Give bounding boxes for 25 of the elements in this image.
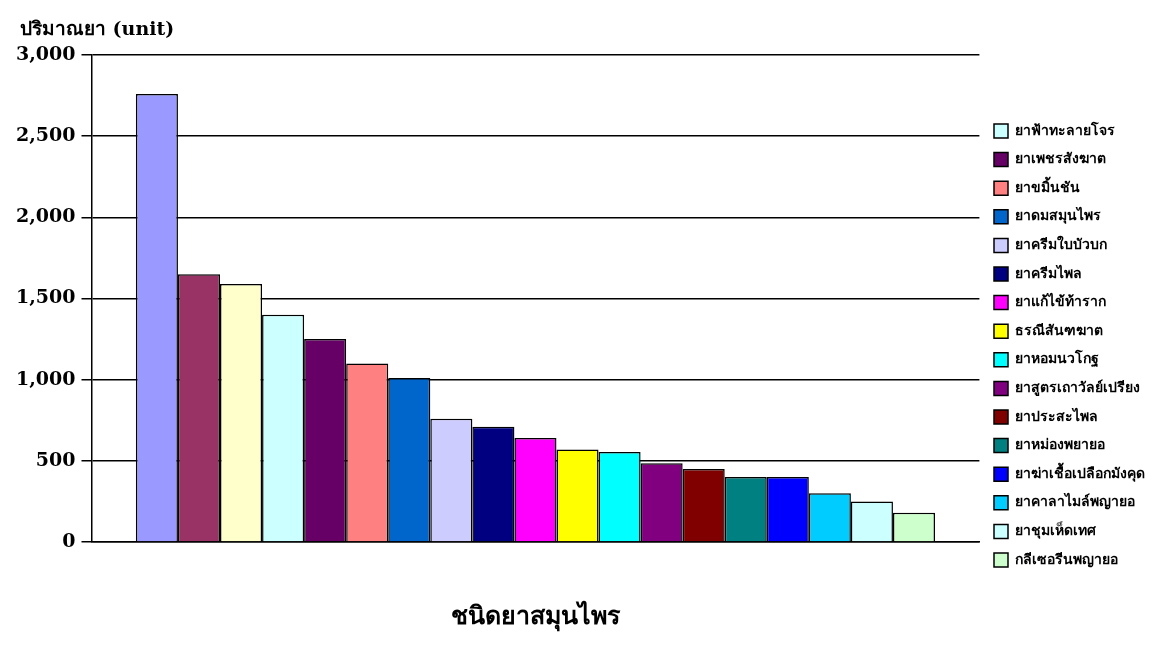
legend-label: ยาชุมเห็ดเทศ — [1015, 521, 1097, 540]
legend-label: ยาสูตรเถาวัลย์เปรียง — [1015, 379, 1140, 397]
legend-label: ธรณีสันฑฆาต — [1015, 321, 1103, 338]
y-tick-label: 500 — [35, 447, 76, 470]
legend-label: ยาคาลาไมล์พญายอ — [1015, 492, 1135, 511]
legend-label: ยาหอมนวโกฐ — [1015, 349, 1099, 369]
legend-label: ยาแก้ไข้ท้าราก — [1015, 292, 1106, 310]
legend-label: ยาครีมไพล — [1015, 263, 1082, 281]
legend-label: ยาฟ้าทะลายโจร — [1015, 120, 1115, 138]
y-tick-label: 2,500 — [16, 123, 76, 146]
legend-label: กลีเซอรีนพญายอ — [1015, 550, 1118, 568]
y-tick-label: 2,000 — [16, 204, 76, 227]
legend-label: ยาหม่องพยายอ — [1015, 436, 1105, 453]
y-tick-label: 1,500 — [16, 285, 76, 308]
legend-label: ยาดมสมุนไพร — [1015, 206, 1101, 225]
legend-label: ยาเพชรสังฆาต — [1015, 150, 1106, 167]
legend-label: ยาครีมใบบัวบก — [1015, 235, 1107, 253]
y-tick-label: 3,000 — [16, 41, 76, 64]
legend-label: ยาขมิ้นชัน — [1015, 175, 1080, 195]
y-tick-label: 1,000 — [16, 366, 76, 389]
y-tick-label: 0 — [62, 528, 76, 551]
x-axis-title: ชนิดยาสมุนไพร — [450, 599, 621, 632]
y-axis-title: ปริมาณยา (unit) — [20, 16, 175, 39]
legend-label: ยาประสะไพล — [1015, 406, 1098, 424]
legend-label: ยาฆ่าเชื้อเปลือกมังคุด — [1015, 461, 1145, 482]
